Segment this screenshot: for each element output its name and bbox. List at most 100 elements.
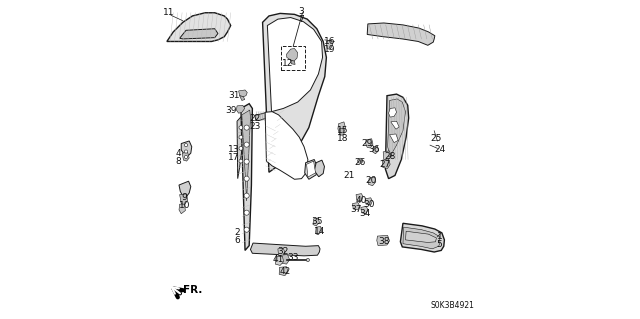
Polygon shape (279, 267, 288, 276)
Polygon shape (250, 243, 320, 256)
Text: S0K3B4921: S0K3B4921 (431, 301, 475, 310)
Polygon shape (305, 160, 317, 179)
Circle shape (239, 126, 243, 130)
Text: 22: 22 (249, 114, 260, 122)
Polygon shape (377, 235, 390, 246)
Text: 28: 28 (385, 152, 396, 161)
Polygon shape (403, 227, 440, 249)
Text: 11: 11 (163, 8, 174, 17)
Text: 30: 30 (364, 200, 375, 209)
Text: 8: 8 (175, 157, 181, 166)
Circle shape (244, 193, 249, 198)
Polygon shape (372, 146, 379, 154)
Circle shape (244, 159, 249, 164)
Circle shape (244, 227, 249, 232)
Polygon shape (239, 90, 247, 97)
Polygon shape (167, 13, 230, 41)
Polygon shape (365, 139, 373, 148)
Polygon shape (383, 151, 391, 160)
Text: 13: 13 (228, 145, 239, 154)
Polygon shape (265, 112, 308, 179)
Polygon shape (369, 177, 376, 186)
Text: 26: 26 (354, 158, 365, 167)
Polygon shape (385, 94, 409, 179)
Polygon shape (179, 181, 191, 197)
Polygon shape (406, 231, 436, 242)
Polygon shape (365, 198, 372, 205)
Polygon shape (241, 104, 252, 250)
Polygon shape (326, 40, 333, 49)
Text: 40: 40 (355, 197, 367, 205)
Polygon shape (180, 29, 218, 39)
Polygon shape (281, 255, 290, 264)
Polygon shape (182, 152, 189, 161)
Circle shape (244, 176, 249, 181)
Polygon shape (401, 223, 444, 252)
Text: 25: 25 (431, 134, 442, 143)
Polygon shape (339, 128, 344, 135)
Text: 6: 6 (234, 236, 240, 245)
Polygon shape (361, 206, 368, 214)
Text: 19: 19 (324, 45, 335, 54)
Text: 33: 33 (287, 253, 299, 262)
Polygon shape (181, 141, 192, 156)
Circle shape (184, 144, 188, 147)
Polygon shape (314, 160, 324, 177)
Polygon shape (239, 96, 244, 100)
Text: 29: 29 (362, 139, 373, 148)
Text: 35: 35 (311, 217, 323, 226)
Text: 36: 36 (369, 145, 380, 154)
Circle shape (244, 125, 249, 130)
Text: 16: 16 (324, 37, 335, 46)
Circle shape (184, 150, 188, 153)
Polygon shape (278, 248, 285, 257)
Polygon shape (391, 121, 399, 129)
Text: 21: 21 (343, 171, 355, 180)
Polygon shape (382, 160, 390, 168)
Text: 15: 15 (337, 126, 348, 135)
Polygon shape (338, 122, 346, 135)
Polygon shape (313, 218, 319, 226)
Text: 39: 39 (225, 106, 236, 115)
Polygon shape (262, 13, 326, 172)
Polygon shape (388, 108, 397, 117)
Text: 18: 18 (337, 134, 348, 143)
Text: 5: 5 (436, 240, 442, 249)
Text: 34: 34 (359, 209, 371, 218)
Circle shape (239, 135, 243, 139)
Polygon shape (367, 23, 435, 45)
Text: 14: 14 (314, 227, 325, 236)
Text: FR.: FR. (184, 285, 203, 295)
Text: 41: 41 (273, 256, 284, 264)
Circle shape (184, 155, 188, 159)
Polygon shape (268, 18, 323, 112)
Polygon shape (287, 48, 298, 61)
Circle shape (239, 146, 243, 150)
Text: 27: 27 (380, 160, 391, 169)
Polygon shape (179, 204, 186, 214)
Text: 23: 23 (249, 122, 260, 130)
Text: 12: 12 (282, 59, 294, 68)
Text: 31: 31 (228, 91, 239, 100)
Text: 1: 1 (436, 232, 442, 241)
Text: 2: 2 (234, 228, 240, 237)
Circle shape (239, 159, 243, 163)
Text: 20: 20 (365, 176, 377, 185)
Polygon shape (316, 226, 321, 235)
Text: 37: 37 (350, 205, 362, 214)
Text: 4: 4 (175, 149, 181, 158)
Circle shape (307, 258, 310, 262)
Polygon shape (291, 60, 295, 64)
Text: 24: 24 (434, 145, 445, 154)
Circle shape (358, 158, 363, 163)
Text: 3: 3 (298, 7, 304, 16)
Polygon shape (390, 134, 398, 143)
Polygon shape (255, 111, 275, 121)
Text: 32: 32 (277, 247, 289, 256)
Bar (281, 46, 305, 70)
Polygon shape (237, 115, 245, 179)
Polygon shape (353, 203, 360, 210)
Polygon shape (275, 256, 284, 265)
Circle shape (244, 142, 249, 147)
Text: 10: 10 (179, 201, 190, 210)
